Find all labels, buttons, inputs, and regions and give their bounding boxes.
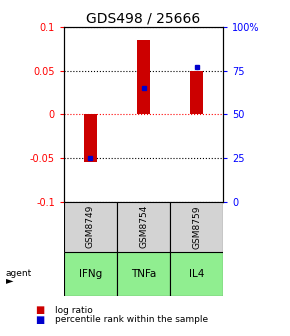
- Bar: [170, 202, 223, 252]
- Text: TNFa: TNFa: [131, 269, 156, 279]
- Text: log ratio: log ratio: [55, 306, 93, 314]
- Bar: [64, 202, 117, 252]
- Bar: [64, 252, 117, 296]
- Text: percentile rank within the sample: percentile rank within the sample: [55, 316, 208, 324]
- Text: ■: ■: [35, 315, 44, 325]
- Text: GSM8749: GSM8749: [86, 205, 95, 249]
- Text: ►: ►: [6, 276, 13, 286]
- Bar: [170, 252, 223, 296]
- Text: IL4: IL4: [189, 269, 204, 279]
- Text: ■: ■: [35, 305, 44, 315]
- Text: agent: agent: [6, 269, 32, 278]
- Text: GSM8754: GSM8754: [139, 205, 148, 249]
- Bar: [117, 202, 170, 252]
- Title: GDS498 / 25666: GDS498 / 25666: [86, 12, 201, 26]
- Bar: [137, 40, 150, 114]
- Bar: [117, 252, 170, 296]
- Bar: [190, 71, 203, 114]
- Bar: [84, 114, 97, 162]
- Text: IFNg: IFNg: [79, 269, 102, 279]
- Text: GSM8759: GSM8759: [192, 205, 201, 249]
